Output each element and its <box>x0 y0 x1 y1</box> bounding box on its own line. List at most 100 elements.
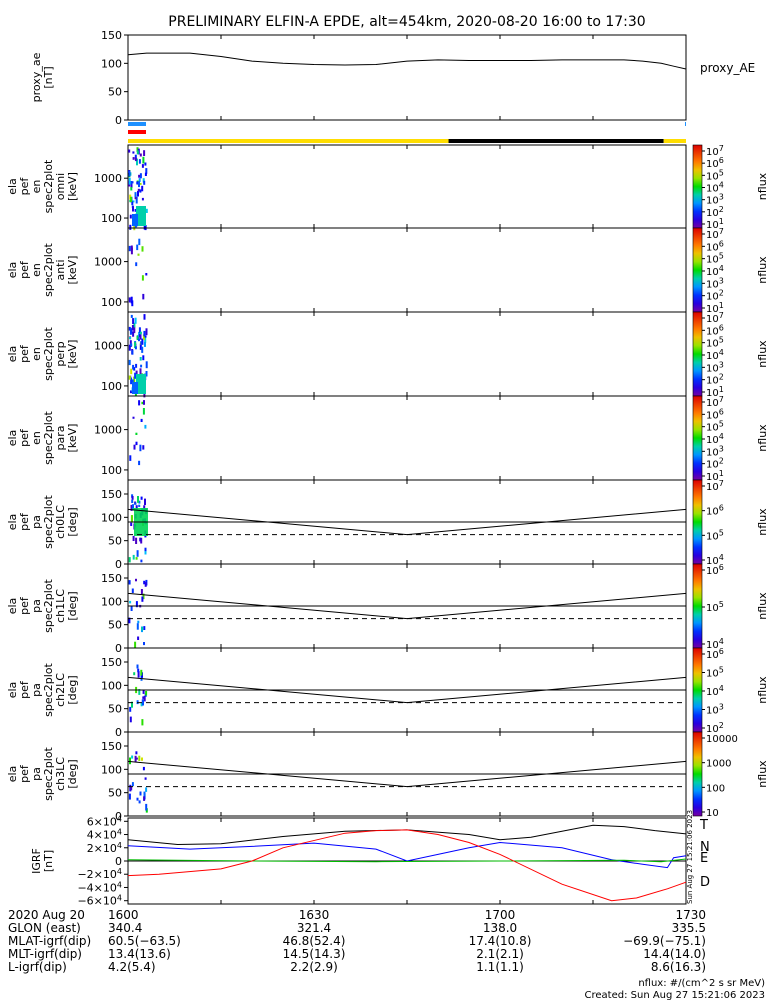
ylabel-4-line: ela <box>6 430 19 447</box>
colorbar-scale <box>692 227 703 313</box>
xaxis-mlat-value: 60.5(−63.5) <box>108 934 181 948</box>
proxy-ae-ytick-label: 100 <box>101 57 122 70</box>
spectrogram-omni-pixels <box>138 159 141 164</box>
ylabel-6-line: ela <box>6 598 19 615</box>
spectrogram-para-pixels <box>138 460 141 466</box>
xaxis-l-value: 8.6(16.3) <box>651 960 706 974</box>
spectrogram-omni-pixels <box>133 223 136 231</box>
ylabel-6-line: ch1LC <box>54 589 67 623</box>
ylabel-0-line: proxy_ae <box>30 52 43 102</box>
colorbar-tick-label: 106 <box>706 563 724 577</box>
ylabel-7-line: spec2plot <box>42 663 55 717</box>
ylabel-4-line: en <box>30 431 43 445</box>
igrf-ytick-label: 2×104 <box>87 841 122 855</box>
xaxis-l-value: 1.1(1.1) <box>476 960 524 974</box>
spectrogram-omni-pixels <box>134 157 137 162</box>
spectrogram-perp-pixels <box>130 343 133 347</box>
colorbar-tick-label: 106 <box>706 504 724 518</box>
spectrogram-ch1-pixels <box>136 623 139 630</box>
spectrogram-ch3-pixels <box>129 757 131 765</box>
colorbar-tick-label: 107 <box>706 144 724 158</box>
colorbar-label: nflux <box>756 676 769 704</box>
spectrogram-ch1-pixels <box>144 582 147 587</box>
colorbar-tick-label: 105 <box>706 336 724 350</box>
spectrogram-ch0-pixels <box>131 499 134 503</box>
spectrogram-anti-pixels <box>141 246 144 252</box>
spectrogram-para-pixels <box>143 400 145 405</box>
spectrogram-omni-ytick-label: 100 <box>101 212 122 225</box>
spectrogram-omni-pixels <box>130 196 133 203</box>
spectrogram-para-pixels <box>135 432 138 435</box>
igrf-legend-D: D <box>700 875 710 890</box>
spectrogram-ch3-pixels <box>131 755 134 759</box>
igrf-legend-T: T <box>699 818 708 833</box>
colorbar-tick-label: 104 <box>706 264 724 278</box>
ylabel-5-line: pa <box>30 515 43 529</box>
spectrogram-anti-pixels <box>135 262 138 267</box>
spectrogram-ch1-pixels <box>141 596 144 602</box>
spectrogram-ch2-pixels <box>131 701 133 708</box>
colorbar-tick-label: 101 <box>706 385 724 399</box>
spectrogram-ch1-pixels <box>143 626 146 630</box>
spectrogram-ch3-pixels <box>128 793 131 800</box>
spectrogram-omni-pixels <box>138 174 141 178</box>
spectrogram-ch0-pixels <box>135 505 138 511</box>
spectrogram-perp-pixels <box>143 314 146 320</box>
spectrogram-perp-pixels <box>144 342 146 347</box>
ylabel-1-line: omni <box>54 173 67 200</box>
spectrogram-omni-pixels <box>139 182 142 185</box>
spectrogram-ch3-pixels <box>143 796 146 801</box>
ylabel-6-line: pa <box>30 599 43 613</box>
spectrogram-omni-pixels <box>130 187 133 191</box>
ylabel-1-line: pef <box>18 177 31 196</box>
spectrogram-perp-pixels <box>140 341 143 345</box>
spectrogram-anti-pixels <box>131 300 134 307</box>
spectrogram-perp-pixels <box>145 371 148 377</box>
spectrogram-omni-pixels <box>143 180 146 185</box>
colorbar-tick-label: 102 <box>706 373 724 387</box>
spectrogram-ch2-pixels <box>142 690 145 694</box>
colorbar-tick-label: 106 <box>706 647 724 661</box>
spectrogram-ch0-pixels <box>130 522 133 526</box>
spectrogram-ch3-pixels <box>136 797 139 801</box>
xaxis-l-value: 2.2(2.9) <box>290 960 338 974</box>
spectrogram-ch1-pixels <box>140 589 143 595</box>
igrf-ytick-label: 4×104 <box>87 828 122 842</box>
spectrogram-perp-pixels <box>138 338 140 342</box>
spectrogram-ch3-pixels <box>134 755 137 763</box>
colorbar-label: nflux <box>756 256 769 284</box>
xaxis-mlat-value: 17.4(10.8) <box>469 934 532 948</box>
spectrogram-perp-low-energy-band <box>132 382 138 394</box>
spectrogram-omni-pixels <box>145 208 148 213</box>
spectrogram-para-pixels <box>140 418 143 422</box>
spectrogram-ch1-pixels <box>131 588 134 593</box>
colorbar-tick-label: 102 <box>706 457 724 471</box>
spectrogram-ch2-ytick-label: 0 <box>115 726 122 739</box>
spectrogram-ch3-pixels <box>130 786 133 791</box>
spectrogram-para-pixels <box>142 445 145 450</box>
spectrogram-perp-pixels <box>128 344 131 351</box>
spectrogram-omni-pixels <box>134 192 137 198</box>
colorbar-tick-label: 105 <box>706 528 724 542</box>
spectrogram-ch0-ytick-label: 100 <box>101 511 122 524</box>
colorbar-tick-label: 105 <box>706 420 724 434</box>
spectrogram-ch0-pixels <box>132 508 135 511</box>
spectrogram-ch0-pixels <box>135 557 138 560</box>
spectrogram-para-pixels <box>129 455 132 461</box>
spectrogram-omni-pixels <box>136 150 139 155</box>
spectrogram-omni-pixels <box>132 151 135 154</box>
spectrogram-perp-pixels <box>135 370 138 376</box>
spectrogram-ch2-pixels <box>143 695 146 702</box>
spectrogram-ch3-ytick-label: 100 <box>101 763 122 776</box>
proxy-ae-legend: proxy_AE <box>700 61 755 75</box>
ylabel-2-line: pef <box>18 260 31 279</box>
proxy-ae-ytick-label: 0 <box>115 114 122 127</box>
spectrogram-para-pixels <box>133 444 136 450</box>
spectrogram-perp-pixels <box>134 342 137 348</box>
ylabel-3-line: pef <box>18 344 31 363</box>
spectrogram-anti-pixels <box>138 238 141 246</box>
spectrogram-para-pixels <box>144 424 147 429</box>
spectrogram-perp-pixels <box>136 335 139 340</box>
spectrogram-omni-pixels <box>134 209 137 212</box>
spectrogram-anti-ytick-label: 1000 <box>94 256 122 269</box>
